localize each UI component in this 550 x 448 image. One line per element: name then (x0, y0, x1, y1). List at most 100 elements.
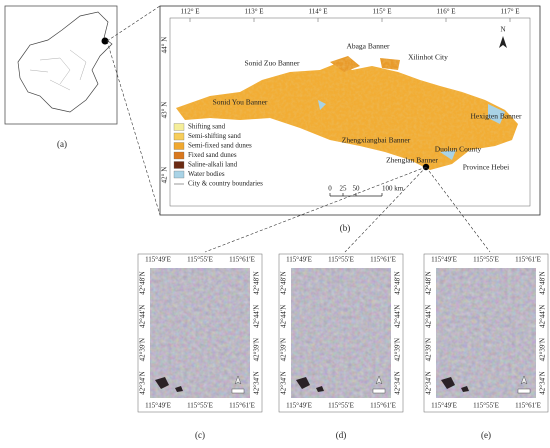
lat-label: 43° N (161, 102, 169, 119)
china-outline (17, 11, 113, 113)
legend-label: Shifting sand (188, 123, 226, 131)
lon-label: 115°55′E (473, 256, 499, 264)
scale-symbol (517, 388, 531, 394)
lat-label: 42°48′N (139, 271, 147, 294)
lon-label: 115°61′E (370, 256, 396, 264)
place-name: Abaga Banner (346, 42, 390, 51)
lat-label: 42°39′N (253, 338, 261, 361)
lon-label: 114° E (308, 8, 327, 16)
legend-label: Saline-alkali land (188, 161, 238, 169)
satellite-image (291, 268, 391, 398)
panel-label: (a) (57, 139, 67, 149)
north-symbol (375, 375, 383, 385)
lon-label: 115°49′E (145, 402, 171, 410)
scale-symbol (372, 388, 386, 394)
lat-label: 42°39′N (280, 338, 288, 361)
legend-label: Semi-fixed sand dunes (188, 142, 252, 150)
lon-label: 115°55′E (473, 402, 499, 410)
image (150, 268, 250, 398)
satellite-image (150, 268, 250, 398)
scale-label: 100 km (382, 185, 404, 193)
leader-line (425, 166, 491, 253)
sand-area (176, 56, 518, 170)
lon-label: 115°49′E (431, 402, 457, 410)
panel-label: (d) (336, 430, 347, 440)
scale-label: 0 (328, 185, 332, 193)
dark-patch (441, 377, 469, 392)
lat-label: 42°34′N (394, 371, 402, 394)
scale-label: 25 (340, 185, 348, 193)
legend-swatch (173, 170, 185, 179)
place-name: Sonid You Banner (213, 98, 268, 107)
image (291, 268, 391, 398)
lat-label: 42°44′N (539, 305, 547, 328)
place-name: Hexigten Banner (470, 112, 522, 121)
scale-bar (329, 193, 383, 197)
lon-label: 115°61′E (515, 256, 541, 264)
panel-label: (b) (340, 223, 351, 233)
lon-label: 115°61′E (229, 402, 255, 410)
lat-label: 42°48′N (394, 271, 402, 294)
lat-label: 42°44′N (139, 305, 147, 328)
lat-label: 42°34′N (539, 371, 547, 394)
legend-swatch (173, 132, 185, 141)
lat-label: 42°44′N (394, 305, 402, 328)
place-name: Zhenglan Banner (386, 156, 438, 165)
lat-label: 42°48′N (253, 271, 261, 294)
lat-label: 42°44′N (253, 305, 261, 328)
lat-label: 42°48′N (539, 271, 547, 294)
lat-label: 42°44′N (280, 305, 288, 328)
lat-label: 42°44′N (425, 305, 433, 328)
lon-label: 115°61′E (229, 256, 255, 264)
scale-label: 50 (353, 185, 361, 193)
place-name: Xilinhot City (408, 53, 448, 62)
lon-label: 115° E (372, 8, 391, 16)
legend-swatch (173, 123, 185, 131)
legend-label: City & country boundaries (188, 180, 263, 188)
lat-label: 42°34′N (139, 371, 147, 394)
lon-label: 116° E (436, 8, 455, 16)
lon-label: 115°55′E (328, 256, 354, 264)
lat-label: 42°48′N (425, 271, 433, 294)
lon-label: 115°49′E (145, 256, 171, 264)
lat-label: 42° N (161, 167, 169, 184)
north-symbol (234, 375, 242, 385)
lat-label: 42°34′N (425, 371, 433, 394)
north-symbol (520, 375, 528, 385)
lon-label: 115°49′E (286, 402, 312, 410)
north-arrow (499, 36, 507, 48)
lon-label: 115°61′E (515, 402, 541, 410)
legend-swatch (173, 142, 185, 150)
study-area-dot (101, 37, 109, 45)
satellite-image (436, 268, 536, 398)
lon-label: 117° E (500, 8, 519, 16)
place-name: Zhengxiangbai Banner (342, 136, 411, 145)
place-name: Province Hebei (463, 163, 509, 172)
leader-line (106, 40, 161, 216)
lon-label: 115°49′E (431, 256, 457, 264)
scale-symbol (231, 388, 245, 394)
legend-label: Fixed sand dunes (188, 151, 237, 159)
place-name: Duolun County (435, 145, 482, 154)
lon-label: 115°55′E (187, 402, 213, 410)
lon-label: 113° E (244, 8, 263, 16)
panel-label: (e) (481, 430, 491, 440)
lat-label: 42°39′N (394, 338, 402, 361)
leader-line (106, 5, 161, 42)
image (436, 268, 536, 398)
province-lines (29, 49, 87, 91)
lon-label: 115°49′E (286, 256, 312, 264)
legend-swatch (173, 151, 185, 160)
dark-patch (296, 377, 324, 392)
legend-swatch (173, 161, 185, 169)
lat-label: 42°39′N (425, 338, 433, 361)
lat-label: 42°34′N (280, 371, 288, 394)
dark-patch (155, 377, 183, 392)
north-label: N (500, 26, 505, 34)
leader-line (344, 166, 427, 253)
lon-label: 115°55′E (187, 256, 213, 264)
lat-label: 42°48′N (280, 271, 288, 294)
legend-label: Semi-shifting sand (188, 132, 241, 140)
lon-label: 115°55′E (328, 402, 354, 410)
lat-label: 42°39′N (139, 338, 147, 361)
